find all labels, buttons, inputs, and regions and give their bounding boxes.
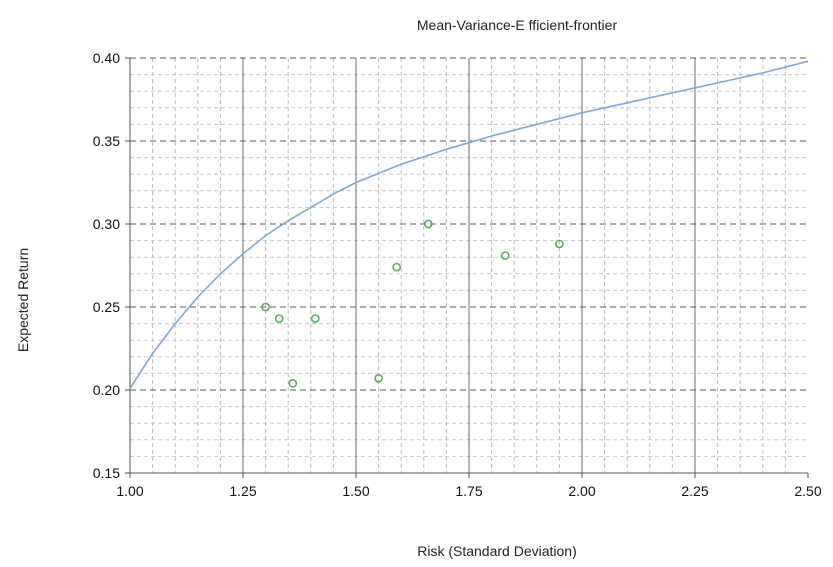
portfolio-point <box>555 239 564 249</box>
portfolio-point <box>500 251 510 260</box>
y-tick-label: 0.25 <box>93 299 120 315</box>
y-tick-label: 0.20 <box>93 382 120 398</box>
x-tick-label: 2.50 <box>794 483 821 499</box>
y-tick-label: 0.35 <box>93 133 120 149</box>
axes: 1.00 1.25 1.50 1.75 2.00 2.25 2.50 0.15 0.20 0.25… <box>93 50 822 499</box>
portfolio-point <box>392 262 402 272</box>
x-tick-label: 2.25 <box>681 483 708 499</box>
gridlines <box>130 57 808 473</box>
x-tick-label: 1.50 <box>342 483 369 499</box>
y-tick-label: 0.40 <box>93 50 120 66</box>
y-axis-label: Expected Return <box>15 248 31 352</box>
x-tick-label: 2.00 <box>568 483 595 499</box>
x-axis-label: Risk (Standard Deviation) <box>417 543 577 559</box>
portfolio-point <box>261 302 270 312</box>
portfolio-point <box>310 314 320 323</box>
y-tick-label: 0.15 <box>93 465 120 481</box>
portfolio-point <box>288 379 298 388</box>
x-tick-label: 1.00 <box>116 483 143 499</box>
portfolio-point <box>374 374 383 383</box>
data-series <box>129 60 809 389</box>
x-tick-label: 1.25 <box>229 483 256 499</box>
y-tick-label: 0.30 <box>93 216 120 232</box>
x-tick-label: 1.75 <box>455 483 482 499</box>
portfolio-point <box>274 314 284 323</box>
efficient-frontier-line <box>129 60 809 389</box>
portfolio-point <box>423 219 433 229</box>
chart-title: Mean-Variance-E fficient-frontier <box>417 17 618 33</box>
